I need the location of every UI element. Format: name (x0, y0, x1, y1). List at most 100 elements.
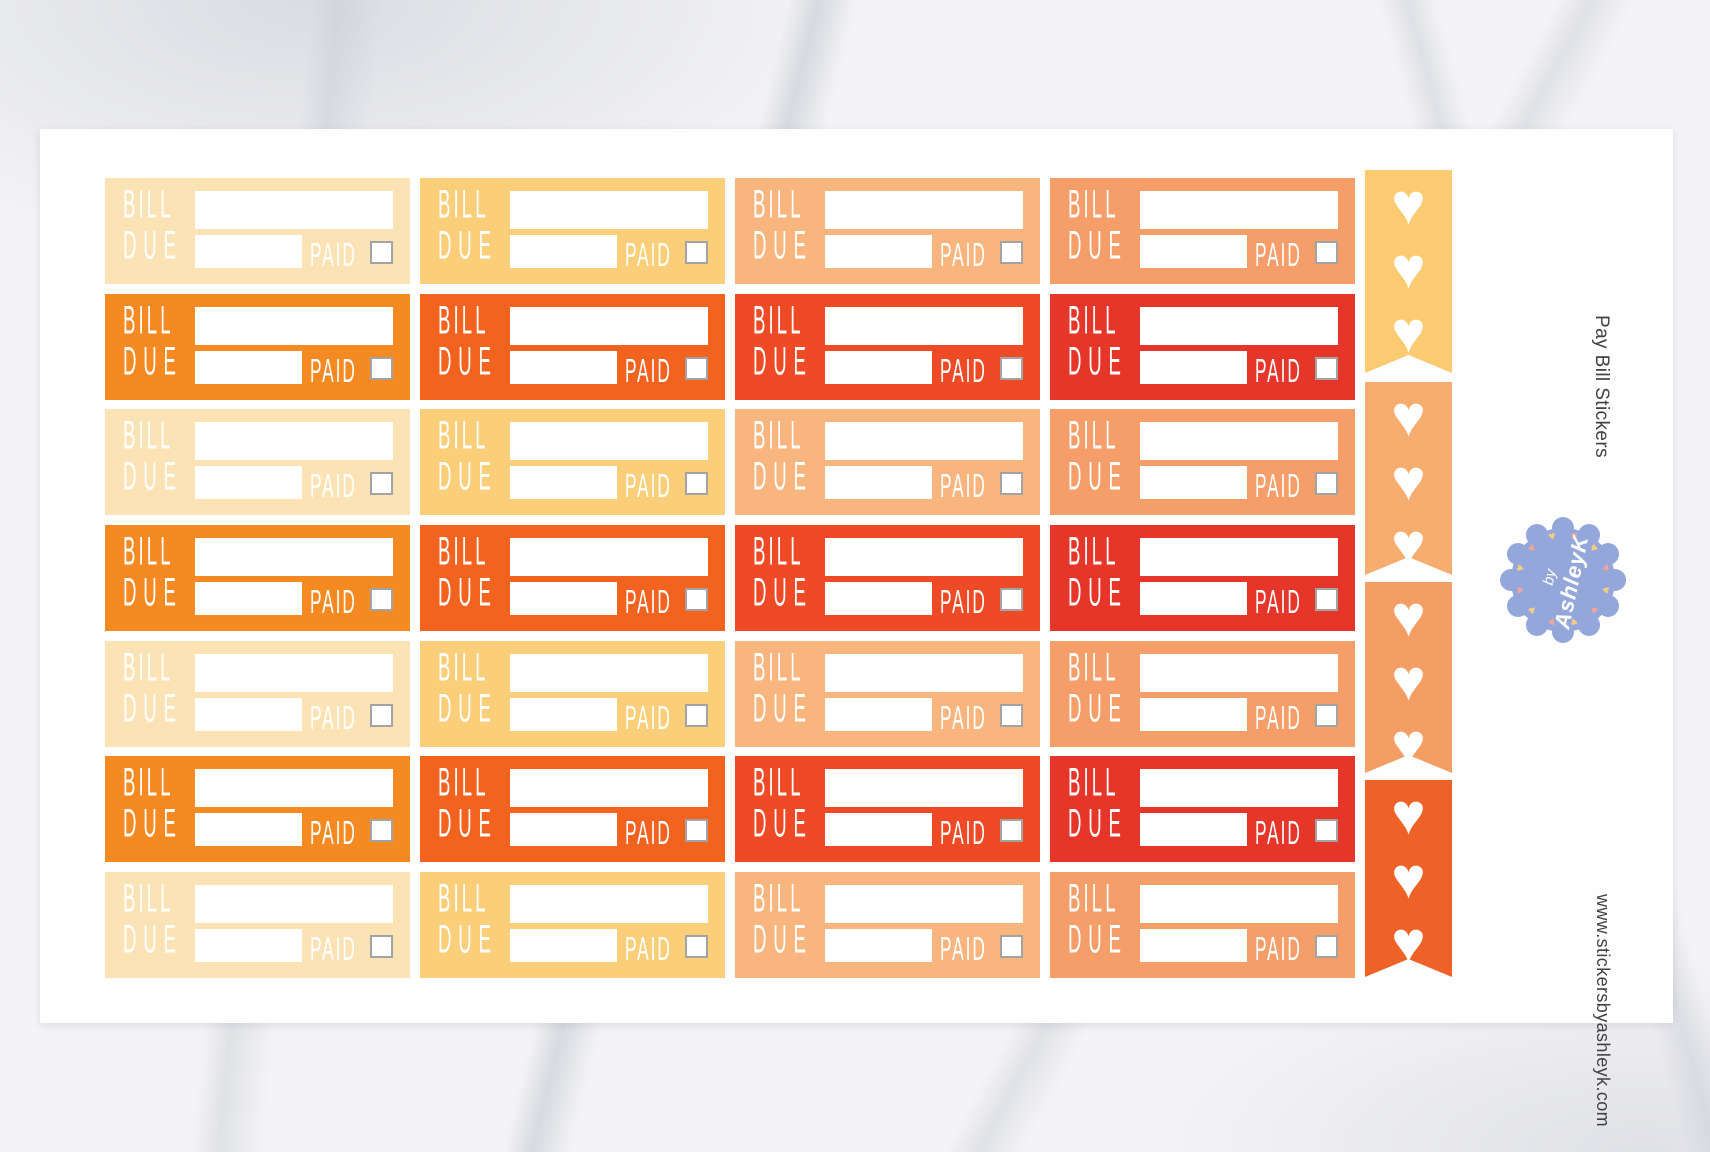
paid-checkbox (1315, 588, 1338, 611)
bill-label: BILL (438, 183, 489, 227)
paid-checkbox (1315, 357, 1338, 380)
due-label: DUE (753, 340, 813, 384)
bill-name-field (1140, 885, 1338, 923)
paid-label: PAID (310, 467, 357, 505)
bill-name-field (825, 191, 1023, 229)
paid-checkbox (370, 935, 393, 958)
bill-label: BILL (1068, 646, 1119, 690)
paid-label: PAID (940, 583, 987, 621)
bill-due-sticker: BILL DUE PAID (1050, 178, 1355, 284)
paid-checkbox (370, 588, 393, 611)
badge-line1: by (1539, 567, 1560, 587)
badge-scallop (1578, 523, 1600, 546)
bill-name-field (1140, 769, 1338, 807)
bill-label: BILL (753, 646, 804, 690)
bill-label: BILL (1068, 299, 1119, 343)
heart-icon: ♥ (1391, 384, 1426, 449)
bill-name-field (195, 769, 393, 807)
heart-flag-sticker: ♥ ♥ ♥ (1365, 780, 1452, 977)
paid-checkbox (1000, 704, 1023, 727)
paid-checkbox (1315, 704, 1338, 727)
paid-label: PAID (1255, 352, 1302, 390)
due-label: DUE (438, 455, 498, 499)
bill-due-sticker: BILL DUE PAID (1050, 641, 1355, 747)
heart-icon: ♥ (1391, 910, 1426, 975)
paid-checkbox (370, 241, 393, 264)
paid-label: PAID (310, 930, 357, 968)
amount-field (510, 466, 617, 499)
bill-due-sticker: BILL DUE PAID (105, 525, 410, 631)
amount-field (195, 466, 302, 499)
amount-field (825, 582, 932, 615)
amount-field (510, 582, 617, 615)
bill-due-sticker: BILL DUE PAID (105, 409, 410, 515)
due-label: DUE (753, 224, 813, 268)
bill-due-sticker: BILL DUE PAID (1050, 756, 1355, 862)
amount-field (195, 929, 302, 962)
amount-field (510, 929, 617, 962)
bill-name-field (510, 538, 708, 576)
paid-checkbox (685, 241, 708, 264)
due-label: DUE (438, 918, 498, 962)
paid-label: PAID (940, 930, 987, 968)
bill-label: BILL (123, 183, 174, 227)
bill-label: BILL (438, 646, 489, 690)
paid-label: PAID (310, 236, 357, 274)
due-label: DUE (1068, 687, 1128, 731)
bill-label: BILL (753, 761, 804, 805)
due-label: DUE (753, 802, 813, 846)
bill-label: BILL (753, 183, 804, 227)
amount-field (1140, 351, 1247, 384)
due-label: DUE (1068, 571, 1128, 615)
bill-label: BILL (753, 414, 804, 458)
badge-scallop (1500, 569, 1522, 591)
heart-icon: ♥ (1391, 300, 1426, 365)
bill-label: BILL (123, 530, 174, 574)
heart-icon: ♥ (1391, 512, 1426, 577)
paid-label: PAID (940, 699, 987, 737)
paid-label: PAID (625, 583, 672, 621)
badge-scallop (1552, 621, 1574, 643)
paid-label: PAID (940, 236, 987, 274)
paid-checkbox (1000, 241, 1023, 264)
bill-name-field (195, 654, 393, 692)
heart-icon: ♥ (1391, 712, 1426, 777)
bill-label: BILL (438, 299, 489, 343)
amount-field (825, 929, 932, 962)
bill-name-field (1140, 654, 1338, 692)
badge-scallop (1552, 517, 1574, 539)
amount-field (195, 813, 302, 846)
bill-due-sticker: BILL DUE PAID (1050, 525, 1355, 631)
due-label: DUE (1068, 802, 1128, 846)
paid-label: PAID (625, 352, 672, 390)
paid-checkbox (1000, 472, 1023, 495)
badge-text: by AshleyK (1491, 508, 1636, 653)
bill-name-field (825, 654, 1023, 692)
badge-scallop (1526, 523, 1548, 546)
paid-checkbox (685, 588, 708, 611)
due-label: DUE (753, 918, 813, 962)
bill-label: BILL (123, 877, 174, 921)
bill-label: BILL (123, 299, 174, 343)
due-label: DUE (753, 571, 813, 615)
bill-due-sticker: BILL DUE PAID (735, 525, 1040, 631)
bill-name-field (825, 769, 1023, 807)
bill-label: BILL (753, 877, 804, 921)
bill-name-field (510, 191, 708, 229)
amount-field (195, 351, 302, 384)
due-label: DUE (123, 687, 183, 731)
bill-due-sticker: BILL DUE PAID (1050, 409, 1355, 515)
heart-flag-sticker: ♥ ♥ ♥ (1365, 582, 1452, 773)
bill-name-field (1140, 191, 1338, 229)
paid-checkbox (685, 935, 708, 958)
paid-checkbox (685, 819, 708, 842)
heart-icon: ♥ (1391, 584, 1426, 649)
paid-checkbox (1000, 357, 1023, 380)
bill-due-sticker: BILL DUE PAID (105, 641, 410, 747)
bill-due-sticker: BILL DUE PAID (735, 294, 1040, 400)
due-label: DUE (123, 802, 183, 846)
paid-label: PAID (310, 699, 357, 737)
heart-flag-sticker: ♥ ♥ ♥ (1365, 170, 1452, 373)
bill-label: BILL (123, 414, 174, 458)
